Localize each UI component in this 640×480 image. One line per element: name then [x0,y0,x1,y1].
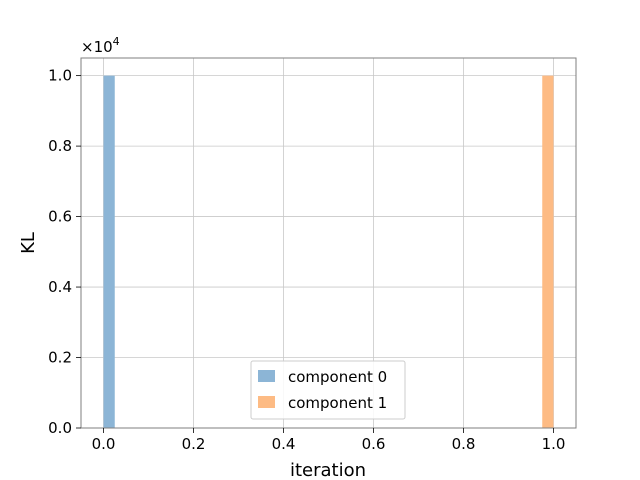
plot-frame [80,57,577,429]
x-tick-label: 1.0 [542,435,566,453]
y-tick-label: 0.6 [48,208,72,226]
y-tick-label: 0.4 [48,278,72,296]
x-axis-ticks: 0.0 0.2 0.4 0.6 0.8 1.0 [92,428,566,453]
x-tick-label: 0.2 [182,435,206,453]
bar-component-1 [542,75,554,428]
y-tick-label: 0.8 [48,137,72,155]
x-tick-label: 0.0 [92,435,116,453]
y-axis-label: KL [18,232,39,254]
x-tick-label: 0.6 [362,435,386,453]
legend-label-component-0: component 0 [288,368,387,386]
y-axis-ticks: 0.0 0.2 0.4 0.6 0.8 1.0 [48,67,81,437]
y-tick-label: 1.0 [48,67,72,85]
bars [103,75,554,428]
y-tick-label: 0.2 [48,349,72,367]
legend-label-component-1: component 1 [288,394,387,412]
legend-swatch-component-1 [258,396,275,408]
x-axis-label: iteration [290,460,366,480]
legend-swatch-component-0 [258,370,275,382]
x-tick-label: 0.4 [272,435,296,453]
bar-component-0 [103,75,115,428]
y-scale-exponent: ×104 [81,35,120,56]
legend: component 0 component 1 [250,360,406,420]
legend-box [250,360,406,420]
x-tick-label: 0.8 [452,435,476,453]
y-tick-label: 0.0 [48,419,72,437]
